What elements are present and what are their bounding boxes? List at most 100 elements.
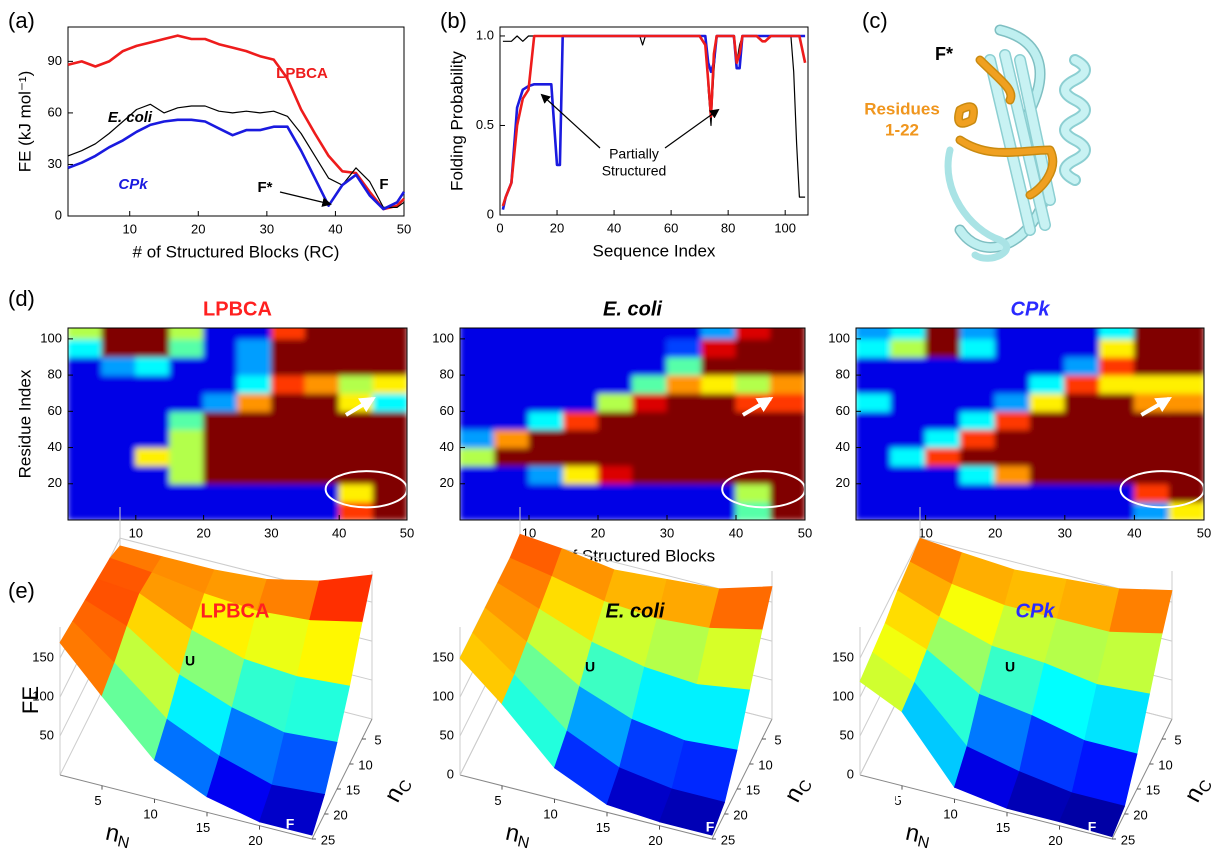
heatmap-cell <box>959 447 996 467</box>
heatmap-cell <box>1029 410 1066 430</box>
heatmap-cell <box>304 447 340 467</box>
heatmap-clip <box>68 328 407 520</box>
panel-label: (e) <box>8 578 35 603</box>
heatmap-cell <box>1064 338 1101 358</box>
heatmap-cell <box>563 410 599 430</box>
heatmap-cell <box>770 328 805 340</box>
heatmap-cell <box>890 483 927 503</box>
heatmap-cell <box>460 356 495 376</box>
axis-label-text: n <box>503 819 522 848</box>
heatmap-cell <box>460 501 495 520</box>
heatmap-clip <box>856 328 1204 520</box>
heatmap-cell <box>597 392 633 412</box>
y-tick-label: 80 <box>836 367 850 382</box>
x-tick-label: 15 <box>996 820 1010 835</box>
y-tick-label: 25 <box>1121 832 1135 847</box>
heatmap-cell <box>1064 328 1101 340</box>
y-tick-label: 0 <box>487 206 494 221</box>
heatmap-cell <box>632 392 668 412</box>
heatmap-cell <box>925 338 961 358</box>
heatmap-cell <box>770 428 805 449</box>
heatmap-cell <box>632 356 668 376</box>
heatmap-cell <box>890 447 927 467</box>
heatmap-cell <box>1168 392 1204 412</box>
heatmap-cell <box>597 447 633 467</box>
heatmap-cell <box>1133 338 1170 358</box>
x-tick-label: 20 <box>988 525 1002 540</box>
z-tick-label: 100 <box>832 689 854 704</box>
heatmap-cell <box>169 465 205 485</box>
axis-label: nC <box>779 772 816 808</box>
heatmap-cell <box>68 483 103 503</box>
axis-label-text: n <box>903 819 922 848</box>
heatmap-cell <box>169 392 205 412</box>
heatmap-cell <box>270 328 306 340</box>
heatmap-cell <box>1064 428 1101 449</box>
heatmap-cell <box>101 356 137 376</box>
heatmap-cell <box>701 374 737 394</box>
heatmap-cell <box>237 338 272 358</box>
heatmap-cell <box>169 374 205 394</box>
y-tick-label: 60 <box>48 403 62 418</box>
heatmap-cell <box>632 410 668 430</box>
heatmap-cell <box>1029 465 1066 485</box>
heatmap-cell <box>338 328 374 340</box>
y-tick-label: 5 <box>1174 732 1181 747</box>
annotation: F <box>379 176 388 193</box>
heatmap-cell <box>856 501 892 520</box>
heatmap-cell <box>632 328 668 340</box>
x-tick-label: 20 <box>191 221 205 236</box>
y-tick-label: 30 <box>48 156 62 171</box>
z-tick-label: 50 <box>840 727 854 742</box>
chart-title: E. coli <box>606 600 665 622</box>
axis-label: nN <box>903 819 933 850</box>
annotation: Structured <box>602 163 667 179</box>
heatmap-cell <box>666 410 702 430</box>
heatmap-cell <box>1099 465 1135 485</box>
heatmap-cell <box>701 447 737 467</box>
heatmap-cell <box>666 501 702 520</box>
heatmap-cell <box>135 356 171 376</box>
heatmap-cell <box>856 447 892 467</box>
heatmap-cell <box>101 410 137 430</box>
heatmap-cell <box>528 447 564 467</box>
heatmap-cell <box>856 465 892 485</box>
heatmap-cell <box>959 328 996 340</box>
heatmap-cell <box>68 428 103 449</box>
heatmap <box>460 328 805 520</box>
surface-patch <box>658 788 726 836</box>
heatmap-cell <box>203 483 238 503</box>
y-axis-label: FE (kJ mol⁻¹) <box>15 71 34 173</box>
heatmap-cell <box>994 501 1031 520</box>
heatmap-cell <box>597 410 633 430</box>
plot-frame <box>67 327 408 521</box>
heatmap-cell <box>856 410 892 430</box>
heatmap-cell <box>1099 392 1135 412</box>
heatmap <box>856 328 1204 520</box>
x-tick-label: 30 <box>1058 525 1072 540</box>
y-tick-label: 25 <box>321 832 335 847</box>
heatmap-cell <box>959 338 996 358</box>
heatmap-cell <box>101 374 137 394</box>
heatmap-cell <box>101 328 137 340</box>
grid-line <box>859 537 921 659</box>
heatmap-cell <box>372 410 407 430</box>
x-tick-label: 40 <box>332 525 346 540</box>
x-tick-label: 10 <box>543 806 557 821</box>
heatmap-cell <box>1064 501 1101 520</box>
heatmap-cell <box>701 501 737 520</box>
heatmap-cell <box>959 374 996 394</box>
x-tick-label: 80 <box>721 220 735 235</box>
heatmap-cell <box>304 428 340 449</box>
heatmap-cell <box>925 483 961 503</box>
heatmap-cell <box>101 465 137 485</box>
y-tick-label: 10 <box>358 757 372 772</box>
x-tick-label: 20 <box>1048 833 1062 848</box>
annotation: U <box>585 659 595 675</box>
y-tick-label: 25 <box>721 832 735 847</box>
series-label: E. coli <box>108 109 153 126</box>
y-tick-label: 0.5 <box>476 117 494 132</box>
z-tick-label: 100 <box>432 689 454 704</box>
heatmap-cell <box>169 338 205 358</box>
heatmap-cell <box>372 338 407 358</box>
